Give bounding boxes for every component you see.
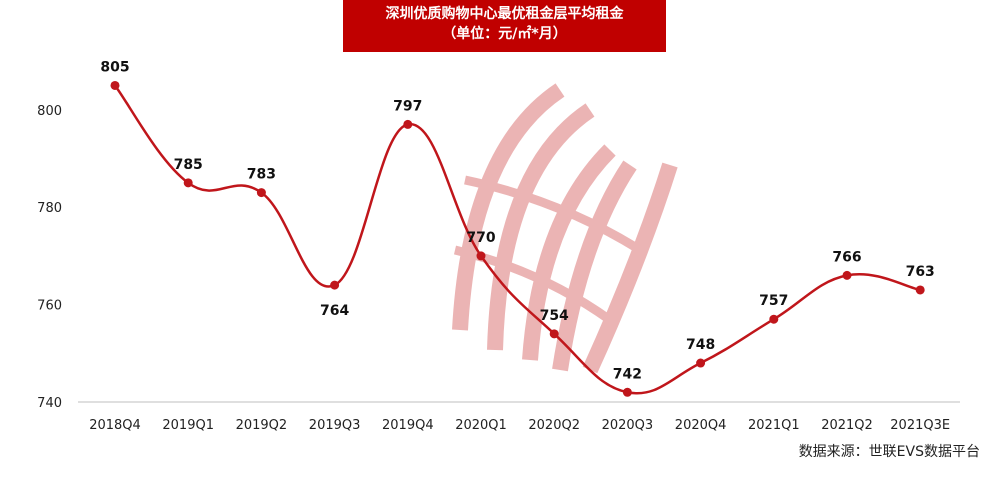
data-point: [183, 178, 193, 188]
x-tick-label: 2019Q2: [236, 418, 288, 433]
chart-subtitle: （单位：元/㎡*月）: [442, 26, 567, 42]
series-path: [114, 84, 921, 395]
data-point: [696, 358, 706, 368]
watermark-globe-icon: [452, 83, 678, 374]
data-label: 763: [906, 264, 935, 280]
data-label: 783: [247, 167, 276, 183]
data-label: 770: [466, 230, 495, 246]
series-line: [114, 84, 921, 395]
x-tick-label: 2021Q3E: [890, 418, 950, 433]
data-label: 785: [174, 157, 203, 173]
x-tick-label: 2019Q3: [309, 418, 361, 433]
data-label: 766: [832, 249, 861, 265]
data-point: [769, 314, 779, 324]
x-tick-label: 2020Q3: [602, 418, 654, 433]
y-tick-label: 780: [37, 201, 62, 216]
y-tick-label: 760: [37, 299, 62, 314]
data-source: 数据来源：世联EVS数据平台: [798, 444, 980, 460]
chart-title: 深圳优质购物中心最优租金层平均租金: [385, 6, 624, 22]
x-tick-label: 2021Q2: [821, 418, 873, 433]
data-point: [110, 80, 120, 90]
data-label: 797: [393, 98, 422, 114]
data-point: [915, 285, 925, 295]
data-point: [842, 270, 852, 280]
data-label: 754: [540, 308, 569, 324]
y-tick-label: 740: [37, 396, 62, 411]
x-tick-label: 2020Q1: [455, 418, 507, 433]
x-tick-label: 2018Q4: [89, 418, 141, 433]
data-point: [622, 387, 632, 397]
x-tick-label: 2019Q4: [382, 418, 434, 433]
data-labels: 805 785 783 764 797 770 754 742 748 757 766 763: [100, 59, 934, 382]
series-points: [110, 80, 925, 397]
y-axis: 740 760 780 800: [37, 104, 62, 411]
x-tick-label: 2021Q1: [748, 418, 800, 433]
data-point: [403, 119, 413, 129]
data-label: 742: [613, 366, 642, 382]
x-tick-label: 2019Q1: [162, 418, 214, 433]
data-label: 805: [100, 59, 129, 75]
data-point: [549, 329, 559, 339]
data-point: [330, 280, 340, 290]
data-point: [256, 188, 266, 198]
data-label: 764: [320, 303, 349, 319]
chart-title-banner: 深圳优质购物中心最优租金层平均租金 （单位：元/㎡*月）: [343, 0, 666, 52]
data-label: 748: [686, 337, 715, 353]
x-tick-label: 2020Q2: [528, 418, 580, 433]
x-axis: 2018Q4 2019Q1 2019Q2 2019Q3 2019Q4 2020Q1 2020…: [78, 401, 960, 433]
data-point: [476, 251, 486, 261]
x-tick-label: 2020Q4: [675, 418, 727, 433]
y-tick-label: 800: [37, 104, 62, 119]
data-label: 757: [759, 293, 788, 309]
